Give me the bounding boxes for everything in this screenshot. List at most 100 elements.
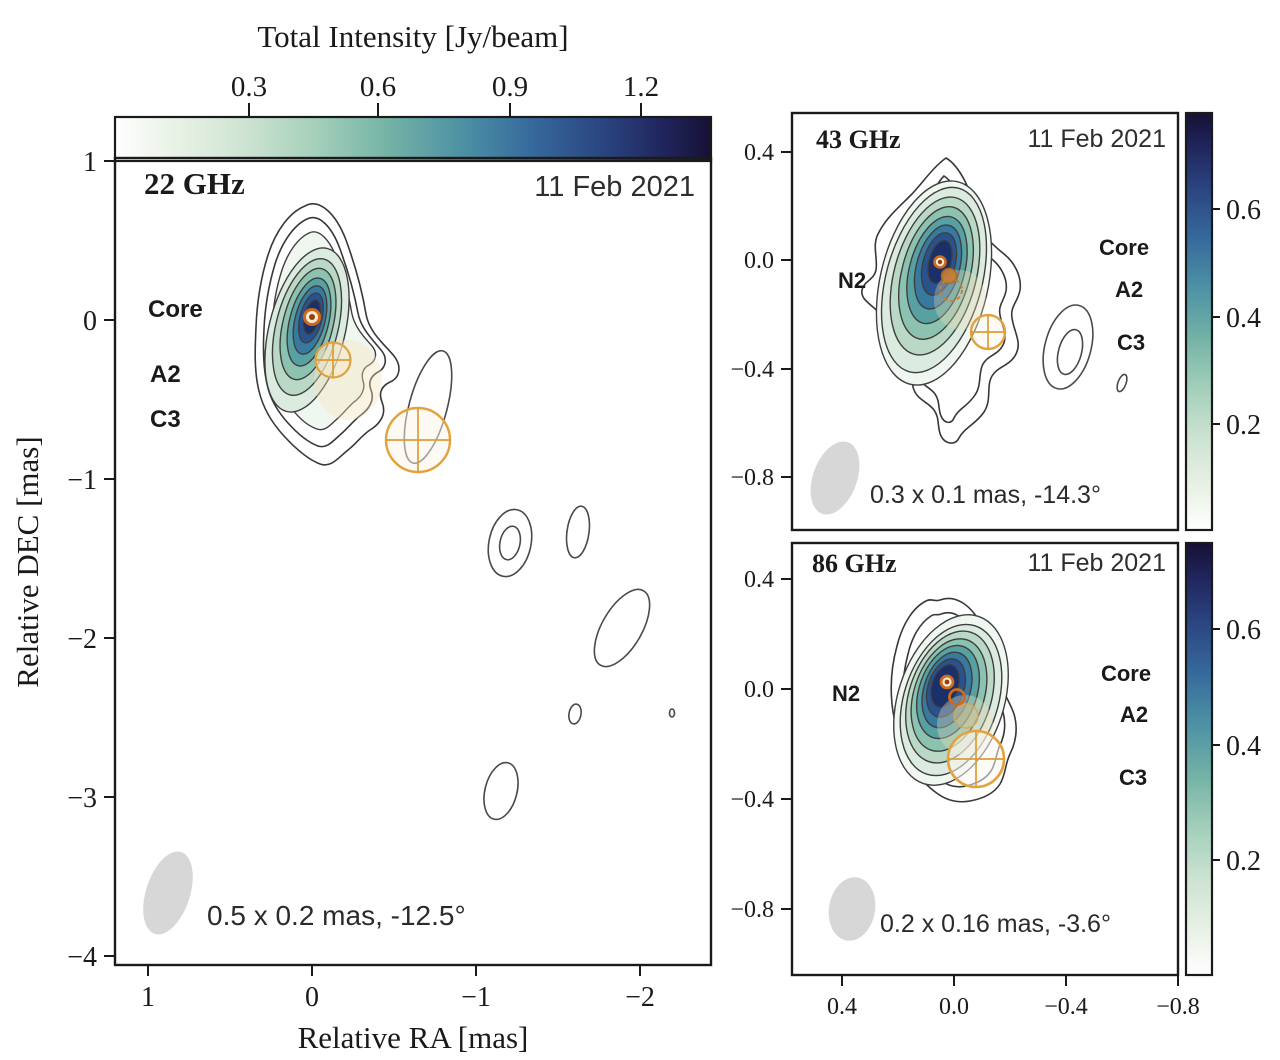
contour-map-43ghz xyxy=(810,157,1128,515)
warm-tint-region xyxy=(934,270,986,330)
marker-dashed-circle xyxy=(939,278,963,302)
colorbar-86ghz xyxy=(1184,541,1214,977)
x-axis-label: Relative RA [mas] xyxy=(298,1020,529,1055)
y-tick-label: 0 xyxy=(83,306,97,337)
frequency-label-22ghz: 22 GHz xyxy=(144,166,245,201)
y-tick-label: 0.0 xyxy=(744,677,774,703)
x-tick-label: 0 xyxy=(305,982,319,1013)
component-label-core-43: Core xyxy=(1099,235,1149,260)
x-tick-label: −0.4 xyxy=(1044,994,1088,1020)
beam-ellipse-43ghz xyxy=(810,441,860,515)
component-label-c3-22: C3 xyxy=(150,406,181,433)
contour-map-22ghz xyxy=(143,203,676,935)
component-label-n2-86: N2 xyxy=(832,681,860,706)
jet-knot-contour xyxy=(565,505,591,559)
component-label-core-22: Core xyxy=(148,296,203,323)
panel-frame-22ghz xyxy=(113,156,713,967)
component-label-a2-43: A2 xyxy=(1115,277,1143,302)
colorbar-tick-label: 0.4 xyxy=(1226,731,1261,762)
y-tick-label: 0.4 xyxy=(744,140,774,166)
date-label-22ghz: 11 Feb 2021 xyxy=(534,171,695,203)
beam-annotation-22ghz: 0.5 x 0.2 mas, -12.5° xyxy=(207,900,466,931)
colorbar-tick-label: 0.2 xyxy=(1226,410,1261,441)
contour-map-86ghz xyxy=(828,597,1017,941)
jet-knot-contour xyxy=(568,703,582,725)
colorbar-title: Total Intensity [Jy/beam] xyxy=(257,19,568,54)
jet-knot-contour xyxy=(487,508,533,578)
y-axis-label: Relative DEC [mas] xyxy=(10,436,45,687)
jet-knot-contour xyxy=(1056,328,1084,376)
date-label-43ghz: 11 Feb 2021 xyxy=(1027,125,1166,153)
component-label-core-86: Core xyxy=(1101,661,1151,686)
marker-ring xyxy=(948,688,966,706)
jet-knot-contour xyxy=(1042,304,1094,390)
jet-knot-contour xyxy=(1116,373,1128,393)
x-tick-label: 1 xyxy=(141,982,155,1013)
marker-a2 xyxy=(314,341,352,379)
beam-ellipse-86ghz xyxy=(828,877,876,941)
y-tick-label: −3 xyxy=(67,783,97,814)
beam-annotation-43ghz: 0.3 x 0.1 mas, -14.3° xyxy=(870,481,1101,509)
frequency-label-43ghz: 43 GHz xyxy=(816,125,901,154)
marker-core xyxy=(303,308,321,326)
colorbar-top: Total Intensity [Jy/beam] 0.3 0.6 0.9 1.… xyxy=(113,19,713,163)
marker-c3 xyxy=(969,313,1007,351)
colorbar-tick-label: 0.9 xyxy=(492,71,528,103)
panel-86ghz: 86 GHz 11 Feb 2021 N2 Core A2 C3 0.2 x 0… xyxy=(730,541,1261,1020)
colorbar-tick-label: 0.6 xyxy=(1226,195,1261,226)
core-dot xyxy=(309,314,315,320)
y-tick-label: 1 xyxy=(83,147,97,178)
colorbar-tick-label: 0.6 xyxy=(1226,615,1261,646)
frequency-label-86ghz: 86 GHz xyxy=(812,549,897,578)
contour xyxy=(254,203,400,466)
y-tick-label: 0.0 xyxy=(744,248,774,274)
panel-43ghz: 43 GHz 11 Feb 2021 N2 Core A2 C3 0.3 x 0… xyxy=(730,111,1261,532)
component-label-c3-86: C3 xyxy=(1119,765,1147,790)
y-tick-label: −4 xyxy=(67,942,97,973)
x-tick-label: 0.4 xyxy=(827,994,857,1020)
colorbar-tick-label: 0.2 xyxy=(1226,846,1261,877)
x-tick-label: −0.8 xyxy=(1156,994,1200,1020)
y-tick-label: −0.4 xyxy=(730,357,774,383)
colorbar-gradient xyxy=(113,115,713,163)
x-tick-label: 0.0 xyxy=(939,994,969,1020)
component-label-a2-86: A2 xyxy=(1120,702,1148,727)
y-tick-label: −0.8 xyxy=(730,465,774,491)
colorbar-tick-label: 0.3 xyxy=(231,71,267,103)
date-label-86ghz: 11 Feb 2021 xyxy=(1027,549,1166,577)
marker-core xyxy=(933,255,947,269)
contour xyxy=(861,157,1022,444)
x-tick-label: −2 xyxy=(625,982,655,1013)
panel-22ghz: 22 GHz 11 Feb 2021 Core A2 C3 0.5 x 0.2 … xyxy=(10,147,713,1055)
y-tick-label: −0.8 xyxy=(730,897,774,923)
marker-core xyxy=(939,674,955,690)
jet-knot-contour xyxy=(483,761,519,821)
beam-ellipse-22ghz xyxy=(143,851,193,935)
panel-frame-43ghz xyxy=(790,111,1180,532)
jet-knot-contour xyxy=(498,525,522,561)
colorbar-43ghz xyxy=(1184,111,1214,532)
jet-knot-contour xyxy=(593,588,651,668)
marker-c3 xyxy=(946,729,1006,789)
panel-frame-86ghz xyxy=(790,541,1180,977)
component-label-a2-22: A2 xyxy=(150,361,181,388)
colorbar-tick-label: 0.4 xyxy=(1226,303,1261,334)
colorbar-tick-label: 1.2 xyxy=(623,71,659,103)
marker-shaded-circle xyxy=(953,703,979,729)
marker-c3 xyxy=(384,406,452,474)
component-label-n2-43: N2 xyxy=(838,268,866,293)
core-dot xyxy=(937,259,943,265)
y-tick-label: −0.4 xyxy=(730,787,774,813)
contour xyxy=(262,216,387,448)
y-tick-label: −1 xyxy=(67,465,97,496)
colorbar-tick-label: 0.6 xyxy=(360,71,396,103)
y-tick-label: 0.4 xyxy=(744,567,774,593)
jet-knot-contour xyxy=(668,708,676,718)
x-tick-label: −1 xyxy=(461,982,491,1013)
core-dot xyxy=(944,679,950,685)
beam-annotation-86ghz: 0.2 x 0.16 mas, -3.6° xyxy=(880,910,1111,938)
y-tick-label: −2 xyxy=(67,624,97,655)
component-label-c3-43: C3 xyxy=(1117,330,1145,355)
